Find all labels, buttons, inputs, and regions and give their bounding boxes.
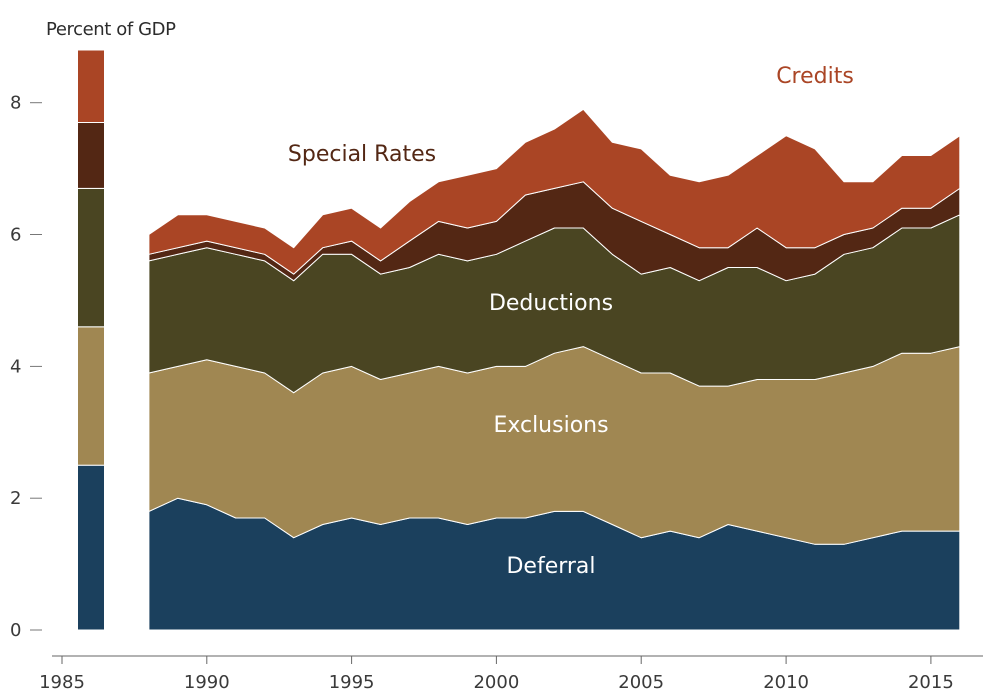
y-tick-label-8: 8 bbox=[10, 93, 21, 114]
x-tick-label-1990: 1990 bbox=[184, 672, 230, 691]
y-tick-label-0: 0 bbox=[10, 620, 21, 641]
series-label-exclusions: Exclusions bbox=[493, 413, 608, 438]
area-credits bbox=[148, 108, 961, 275]
bar-1986-credits bbox=[77, 49, 105, 123]
y-axis-title: Percent of GDP bbox=[46, 19, 176, 40]
y-tick-label-4: 4 bbox=[10, 356, 21, 377]
series-label-special-rates: Special Rates bbox=[288, 142, 436, 167]
bar-1986-deductions bbox=[77, 187, 105, 328]
x-tick-label-2010: 2010 bbox=[763, 672, 809, 691]
axes-layer: Percent of GDP 1985 1990 1995 2000 2005 2010 2… bbox=[10, 19, 983, 691]
bar-1986-special-rates bbox=[77, 122, 105, 189]
series-label-layer: Deferral Exclusions Deductions Special Rate… bbox=[288, 64, 854, 579]
x-tick-label-2000: 2000 bbox=[473, 672, 519, 691]
area-layer bbox=[148, 108, 961, 631]
x-tick-label-2015: 2015 bbox=[908, 672, 954, 691]
bar-1986-deferral bbox=[77, 464, 105, 631]
y-tick-label-2: 2 bbox=[10, 488, 21, 509]
series-label-deductions: Deductions bbox=[489, 291, 613, 316]
x-tick-label-1995: 1995 bbox=[329, 672, 375, 691]
bar-1986-layer bbox=[77, 49, 105, 631]
bar-1986-exclusions bbox=[77, 326, 105, 466]
series-label-credits: Credits bbox=[776, 64, 854, 89]
y-tick-label-6: 6 bbox=[10, 225, 21, 246]
series-label-deferral: Deferral bbox=[506, 554, 595, 579]
x-tick-label-2005: 2005 bbox=[618, 672, 664, 691]
x-tick-label-1985: 1985 bbox=[39, 672, 85, 691]
